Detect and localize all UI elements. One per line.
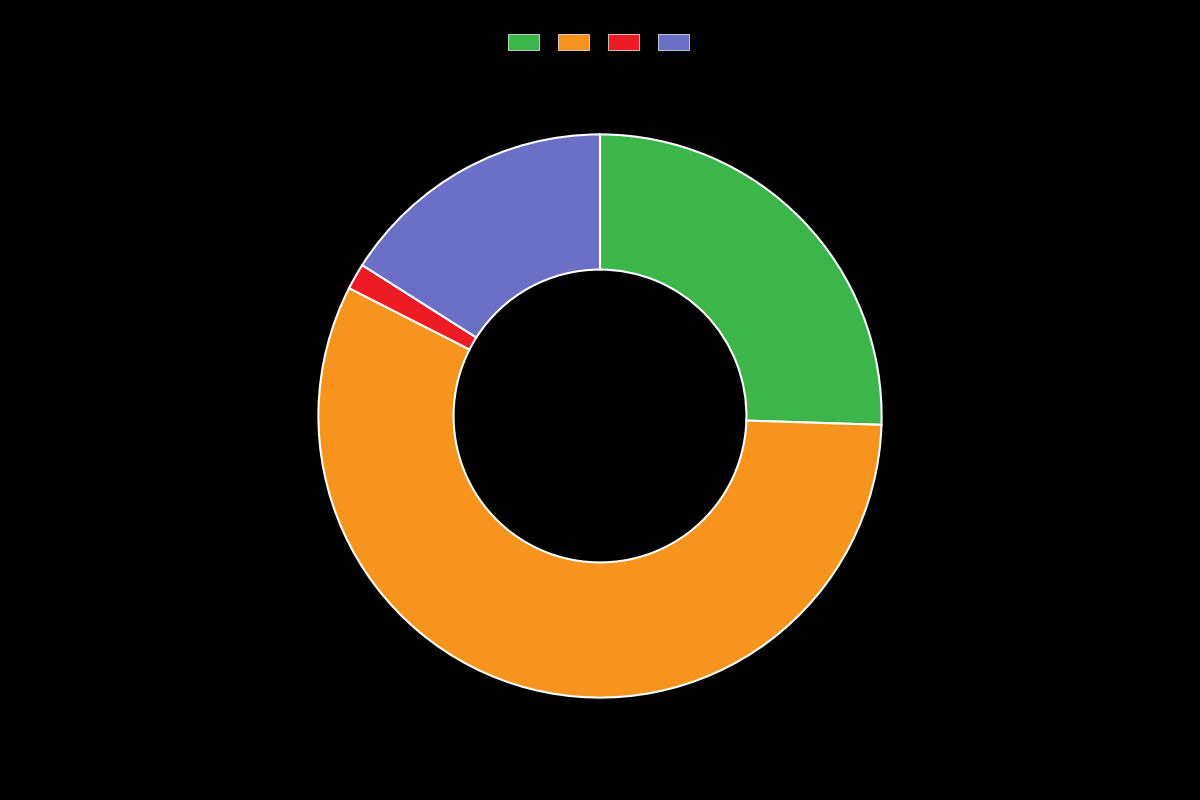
Legend: , , , : , , , [503,29,697,56]
Wedge shape [600,134,882,425]
Wedge shape [318,288,882,698]
Wedge shape [362,134,600,338]
Wedge shape [349,265,476,350]
